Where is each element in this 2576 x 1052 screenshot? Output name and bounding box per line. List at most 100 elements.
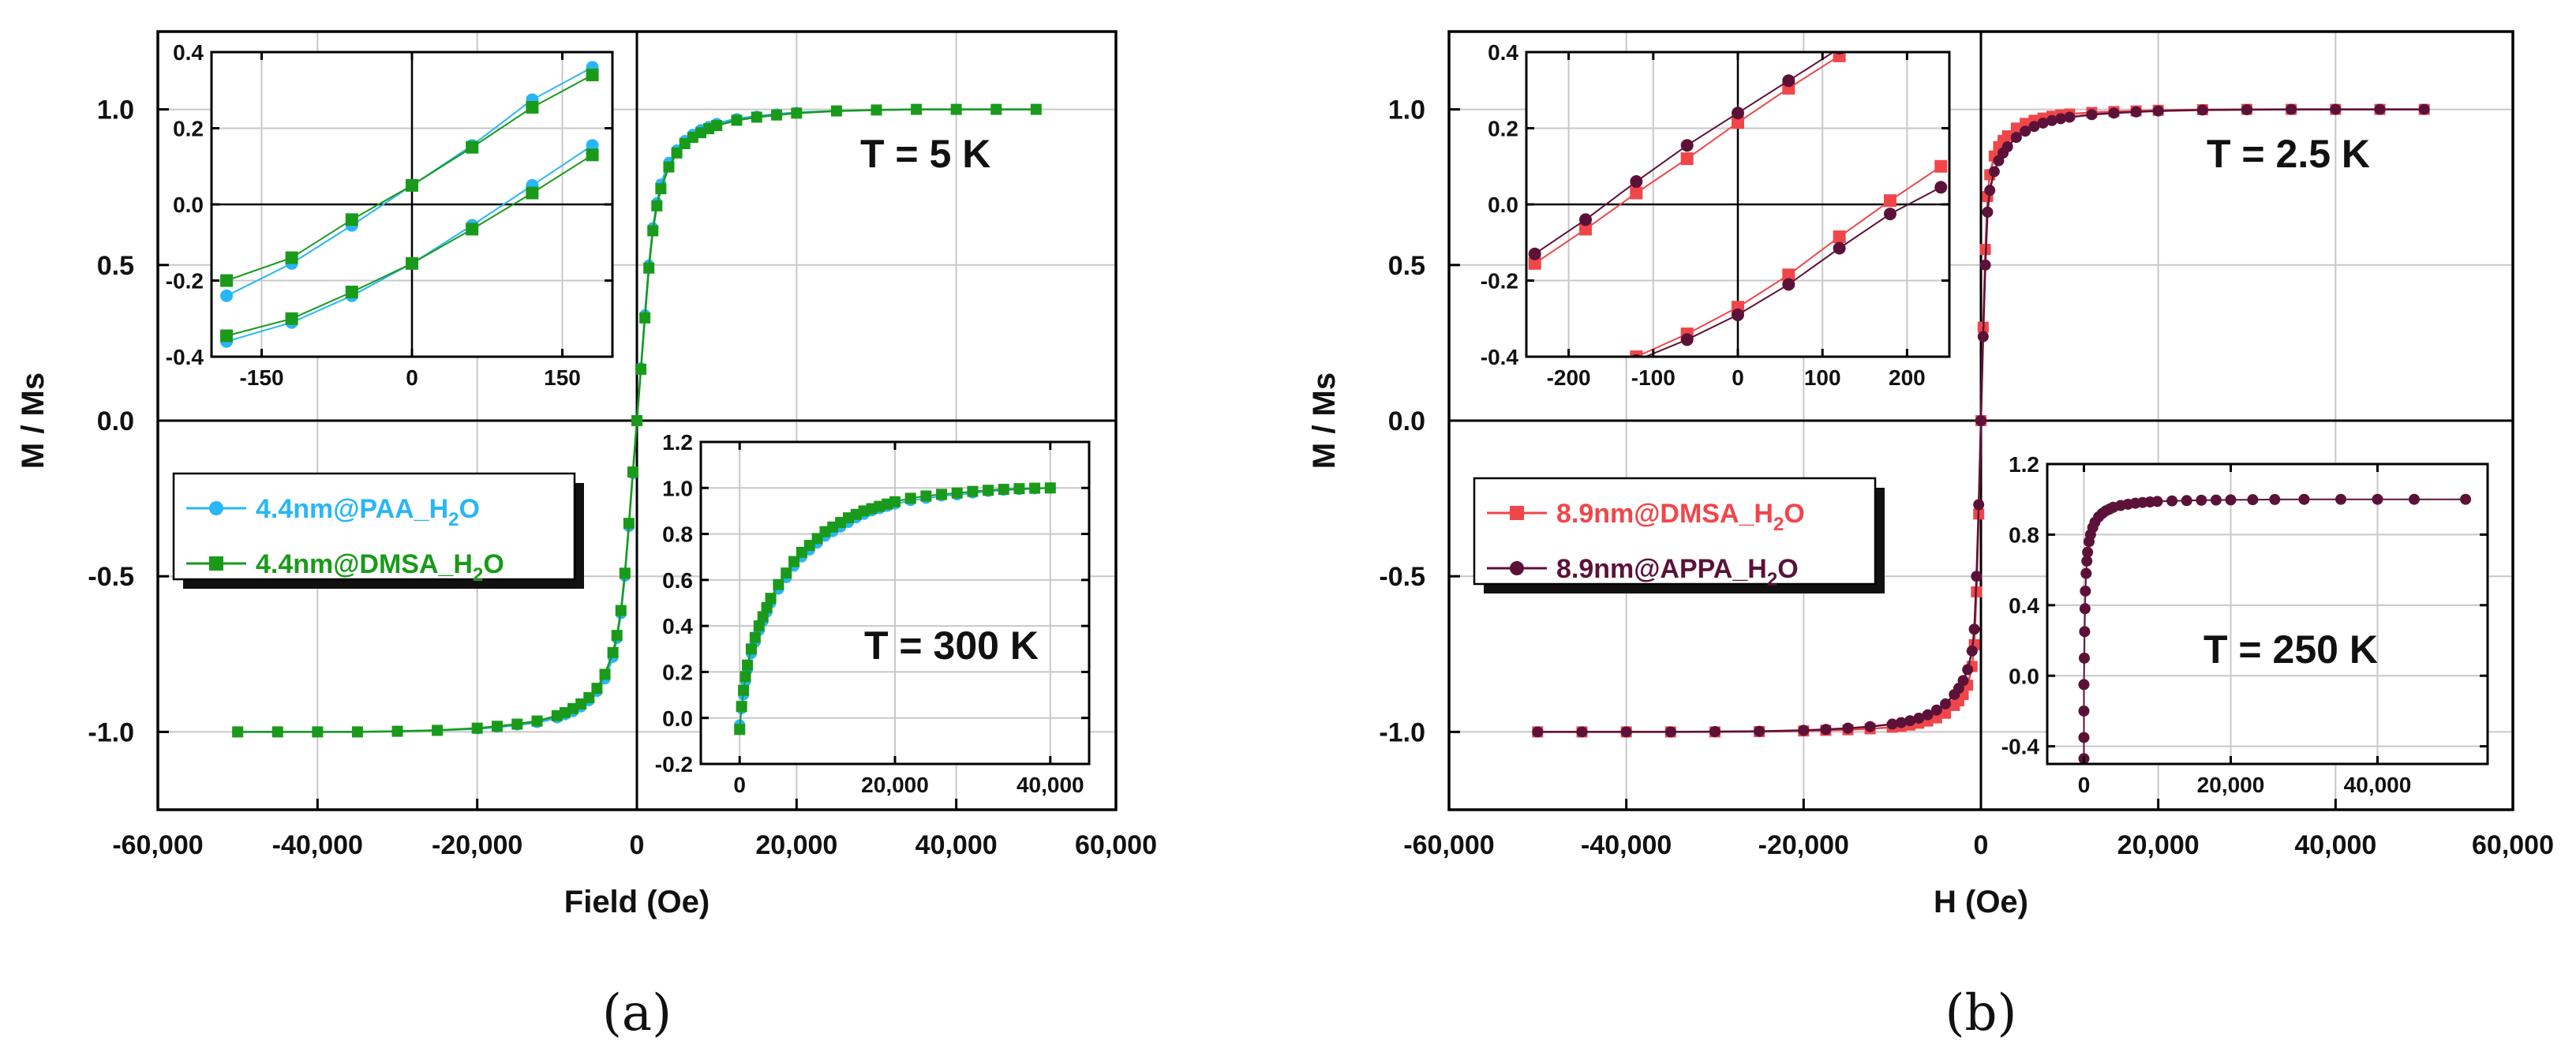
panel-b-inset-bottom-1-point — [2078, 705, 2090, 717]
panel-a-inset-bottom-2-series — [734, 482, 1056, 736]
panel-a-main-2-point — [351, 726, 363, 738]
panel-b-inset-bottom-1-point — [2225, 494, 2237, 506]
panel-a-inset-bottom-2-point — [889, 496, 900, 507]
panel-b-main-2-point — [1754, 725, 1765, 737]
panel-b-inset-bottom-1-point — [2079, 603, 2091, 615]
panel-a-inset-bottom-ytick-label: 0.6 — [662, 568, 693, 593]
panel-a-inset-top: -150 0 150 -0.4 -0.2 0.0 0.2 0.4 — [166, 40, 614, 390]
panel-b-main-2-point — [1842, 722, 1854, 734]
panel-b-inset-top-1-point — [1833, 52, 1846, 62]
panel-a-ylabel: M / Ms — [16, 373, 51, 469]
panel-b-inset-bottom-1-point — [2082, 546, 2094, 558]
panel-b-xlabel: H (Oe) — [1934, 885, 2028, 919]
panel-a-main-2-point — [751, 111, 762, 123]
panel-b-inset-top-3-point — [1680, 139, 1694, 152]
panel-b-xtick-label: 40,000 — [2294, 830, 2376, 860]
panel-a-inset-bottom-xtick-label: 0 — [733, 773, 746, 797]
panel-a-inset-top-4-point — [345, 285, 358, 298]
panel-b-main-2-point — [2010, 132, 2022, 144]
panel-a-main-2-point — [990, 103, 1002, 115]
panel-b-main-2-point — [2108, 107, 2120, 119]
panel-b-inset-bottom-1-point — [2151, 496, 2163, 507]
panel-b-inset-top-3-point — [1528, 247, 1541, 260]
panel-a-inset-bottom-2-point — [1029, 482, 1041, 494]
panel-a-ytick-label: -0.5 — [88, 562, 134, 592]
panel-b-inset-top-ytick-label: 0.2 — [1488, 117, 1518, 141]
panel-a-ytick-label: 0.5 — [97, 251, 134, 281]
panel-a-xtick-label: 40,000 — [915, 830, 998, 860]
panel-b-main-2-point — [2152, 105, 2164, 117]
panel-b-main-2-point — [2046, 114, 2057, 126]
panel-b-main-2-point — [1973, 499, 1985, 511]
panel-b-inset-bottom-1-point — [2247, 494, 2259, 506]
panel-b-inset-top-2-point — [1934, 159, 1948, 173]
panel-b-ytick-label: -0.5 — [1379, 562, 1425, 592]
panel-b-main-2-point — [1904, 715, 1916, 727]
panel-a-main-2-point — [671, 147, 683, 159]
panel-a-temperature-label: T = 5 K — [860, 132, 990, 176]
panel-a-main-2-point — [651, 200, 663, 212]
panel-b-legend-label-sub: 2 — [1767, 569, 1777, 590]
panel-a-inset-bottom-ytick-label: 0.2 — [662, 661, 693, 685]
panel-b-main-2-point — [1620, 726, 1632, 738]
panel-a-inset-top-4-point — [220, 329, 234, 343]
panel-a-inset-bottom-2-point — [1044, 482, 1056, 494]
panel-a-main-2-point — [491, 721, 503, 732]
panel-b-main-2-point — [1975, 415, 1986, 426]
panel-b-ytick-label: 0.0 — [1388, 406, 1425, 436]
panel-a-ytick-label: -1.0 — [88, 717, 134, 747]
panel-a-inset-top-data — [220, 61, 599, 348]
panel-a-main-2-point — [911, 103, 923, 115]
panel-b-inset-bottom-1-point — [2210, 494, 2222, 506]
panel-a-inset-bottom-ytick-label: 0.8 — [662, 522, 693, 547]
panel-a-inset-top-3-point — [526, 100, 539, 114]
panel-b-main-2-point — [1798, 724, 1810, 736]
panel-b-main-2-point — [1984, 185, 1996, 197]
panel-b-inset-top-xtick-label: 200 — [1889, 365, 1926, 390]
panel-a-legend-marker — [209, 556, 223, 571]
panel-b-inset-top-1-point — [1630, 186, 1643, 200]
panel-b-legend-label-tail: O — [1784, 499, 1804, 529]
panel-a-main-2-point — [619, 567, 631, 579]
panel-b-main-2-point — [2064, 111, 2076, 123]
panel-a-inset-bottom-xtick-label: 40,000 — [1017, 773, 1084, 797]
panel-b-main-2-point — [1977, 331, 1989, 343]
panel-a-inset-top-4-point — [285, 312, 298, 325]
panel-a-inset-top-xtick-label: -150 — [239, 365, 283, 390]
panel-b-inset-bottom-ytick-label: -0.4 — [2001, 735, 2040, 759]
panel-b-inset-bottom-1-point — [2080, 567, 2092, 579]
panel-b-ylabel: M / Ms — [1307, 373, 1342, 469]
panel-a-legend-marker — [209, 501, 223, 515]
panel-b-main-2-point — [1971, 571, 1983, 582]
panel-a-inset-top-3-point — [466, 140, 479, 154]
panel-a-inset-bottom-2-point — [738, 684, 750, 696]
panel-a-inset-bottom-ytick-label: 1.2 — [662, 430, 693, 455]
panel-a: T = 5 K -150 0 150 -0.4 -0.2 0.0 0.2 0.4 0 20,000 4… — [16, 30, 1157, 1043]
panel-b-inset-top-1-point — [1732, 116, 1744, 129]
panel-b-inset-bottom-1-point — [2078, 732, 2090, 743]
panel-a-main-2-point — [471, 722, 483, 734]
panel-b-inset-top-1-point — [1579, 223, 1593, 236]
panel-a-inset-top-3-point — [345, 213, 358, 226]
panel-b-inset-bottom-1-point — [2335, 493, 2346, 505]
panel-b-main-2-point — [1957, 675, 1969, 687]
panel-b-inset-top-4-point — [1782, 278, 1795, 291]
panel-b-main-2-point — [2001, 140, 2013, 152]
panel-b-legend-label-main: 8.9nm@APPA_H — [1556, 554, 1767, 584]
panel-b-inset-top-2-point — [1782, 268, 1795, 282]
panel-a-main-2-point — [391, 725, 403, 737]
panel-a-inset-top-3-series — [220, 68, 599, 287]
panel-b-inset-bottom-1-point — [2372, 493, 2383, 505]
panel-b-inset-bottom-xtick-label: 0 — [2078, 773, 2091, 797]
panel-a-inset-top-ytick-label: 0.0 — [173, 193, 204, 217]
panel-b-main-2-point — [1576, 726, 1588, 738]
panel-b-main-2-point — [1532, 726, 1544, 738]
panel-b-inset-bottom-1-point — [2079, 626, 2091, 638]
panel-a-inset-top-4-point — [586, 148, 599, 162]
panel-b-main-2-point — [2196, 104, 2208, 116]
panel-a-main-2-point — [1030, 103, 1042, 115]
panel-b-inset-bottom-frame — [2046, 462, 2489, 766]
panel-b-inset-bottom-ytick-label: 0.8 — [2009, 522, 2039, 547]
panel-a-legend-label-tail: O — [459, 494, 480, 524]
